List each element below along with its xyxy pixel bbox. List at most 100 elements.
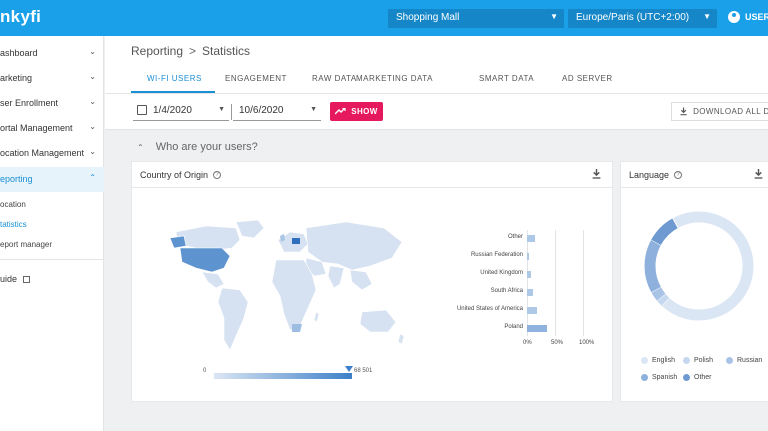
guide-label: uide — [0, 274, 18, 284]
sidebar-item-label: eporting — [0, 174, 33, 184]
sidebar-item-portal-management[interactable]: ortal Management ⌄ — [0, 116, 104, 141]
sidebar-item-label: ashboard — [0, 48, 38, 58]
card-divider — [132, 187, 612, 188]
sidebar-item-label: arketing — [0, 73, 33, 83]
sidebar-item-label: ocation Management — [0, 148, 85, 158]
legend-item-english[interactable]: English — [641, 357, 675, 364]
timezone-select[interactable]: Europe/Paris (UTC+2:00) ▼ — [568, 9, 717, 28]
language-card-title: Language — [629, 170, 670, 180]
card-title: Country of Origin ? — [140, 170, 222, 180]
donut-slice-polish[interactable] — [657, 293, 670, 306]
sidebar-subitem-statistics[interactable]: tatistics — [0, 220, 27, 229]
bar[interactable] — [527, 325, 547, 332]
bar[interactable] — [527, 289, 534, 296]
bar[interactable] — [527, 235, 536, 242]
map-region-australia — [359, 309, 397, 333]
map-region-south-africa — [292, 324, 302, 332]
date-to-picker[interactable]: 10/6/2020 ▼ — [233, 102, 321, 121]
sidebar-item-user-enrollment[interactable]: ser Enrollment ⌄ — [0, 91, 104, 116]
sidebar-item-label: ser Enrollment — [0, 98, 59, 108]
legend-swatch — [641, 357, 648, 364]
map-region-madagascar — [313, 311, 320, 323]
sidebar-subitem-report-manager[interactable]: eport manager — [0, 240, 53, 249]
sidebar-item-guide[interactable]: uide — [0, 274, 31, 284]
legend-label: Spanish — [652, 374, 678, 381]
bar-label: United States of America — [456, 306, 523, 312]
country-of-origin-card: Country of Origin ? 0 68 501 Other Russ — [131, 161, 613, 402]
legend-item-polish[interactable]: Polish — [683, 357, 713, 364]
chevron-down-icon: ⌄ — [89, 97, 96, 106]
card-title: Language ? — [629, 170, 683, 180]
bar-label: Poland — [504, 324, 523, 330]
donut-slice-spanish[interactable] — [644, 239, 661, 293]
donut-slice-other[interactable] — [651, 218, 679, 246]
calendar-icon — [137, 105, 147, 115]
language-card: Language ? English Polish Russian Spanish Ot… — [620, 161, 768, 402]
map-region-greenland — [235, 219, 265, 239]
tab-marketing-data[interactable]: MARKETING DATA — [356, 74, 433, 83]
map-legend-gradient — [214, 373, 352, 379]
section-header[interactable]: ⌃ Who are your users? — [137, 141, 258, 153]
download-icon[interactable] — [592, 169, 601, 179]
breadcrumb-root[interactable]: Reporting — [131, 44, 184, 58]
legend-swatch — [683, 357, 690, 364]
donut-slice-russian[interactable] — [651, 286, 666, 301]
sidebar-divider — [0, 259, 104, 260]
chevron-down-icon: ⌄ — [89, 72, 96, 81]
world-map[interactable] — [166, 218, 406, 358]
map-region-central-america — [201, 271, 225, 289]
user-menu[interactable]: USERN — [728, 11, 768, 23]
map-legend-min: 0 — [203, 368, 207, 374]
legend-item-russian[interactable]: Russian — [726, 357, 762, 364]
breadcrumb-separator: > — [189, 44, 197, 58]
bar-label: South Africa — [490, 288, 523, 294]
map-region-india — [327, 265, 345, 289]
date-from-picker[interactable]: 1/4/2020 ▼ — [133, 102, 229, 121]
donut-slice-separator — [651, 286, 662, 293]
map-region-asia — [305, 221, 403, 271]
help-icon[interactable]: ? — [213, 171, 222, 179]
donut-slice-english[interactable] — [661, 211, 754, 321]
sidebar-item-location-management[interactable]: ocation Management ⌄ — [0, 141, 104, 166]
download-all-button[interactable]: DOWNLOAD ALL DAT — [671, 102, 768, 121]
donut-slice-separator — [672, 218, 679, 229]
bar-gridline — [527, 230, 528, 336]
caret-down-icon: ▼ — [550, 12, 558, 21]
sidebar-subitem-location[interactable]: ocation — [0, 200, 26, 209]
legend-swatch — [726, 357, 733, 364]
map-legend-marker — [345, 366, 353, 372]
bar-tick-label: 100% — [579, 340, 595, 346]
chevron-down-icon: ⌄ — [89, 147, 96, 156]
legend-item-spanish[interactable]: Spanish — [641, 374, 677, 381]
map-region-africa — [271, 259, 317, 331]
legend-label: Other — [694, 374, 712, 381]
show-button-label: SHOW — [351, 107, 378, 116]
map-region-poland — [292, 238, 300, 244]
sidebar-item-reporting[interactable]: eporting ⌃ — [0, 167, 104, 192]
tab-raw-data[interactable]: RAW DATA — [312, 74, 357, 83]
show-button[interactable]: SHOW — [330, 102, 383, 121]
caret-down-icon: ▼ — [310, 106, 317, 113]
download-icon[interactable] — [754, 169, 763, 179]
card-divider — [621, 187, 768, 188]
section-title: Who are your users? — [155, 141, 258, 153]
breadcrumb-current: Statistics — [202, 44, 251, 58]
language-donut-chart[interactable] — [643, 210, 755, 322]
download-icon — [680, 107, 687, 116]
sidebar-item-marketing[interactable]: arketing ⌄ — [0, 66, 104, 91]
tab-ad-server[interactable]: AD SERVER — [562, 74, 613, 83]
legend-item-other[interactable]: Other — [683, 374, 712, 381]
venue-select[interactable]: Shopping Mall ▼ — [388, 9, 564, 28]
bar[interactable] — [527, 307, 538, 314]
help-icon[interactable]: ? — [674, 171, 683, 179]
tab-smart-data[interactable]: SMART DATA — [479, 74, 535, 83]
tab-engagement[interactable]: ENGAGEMENT — [225, 74, 287, 83]
sidebar-item-dashboard[interactable]: ashboard ⌄ — [0, 41, 104, 66]
caret-down-icon: ▼ — [218, 106, 225, 113]
app-logo: nkyfi — [0, 7, 42, 26]
tab-wifi-users[interactable]: WI-FI USERS — [147, 74, 202, 83]
bar[interactable] — [527, 253, 529, 260]
map-region-new-zealand — [397, 333, 405, 345]
bar[interactable] — [527, 271, 532, 278]
bar-label: Russian Federation — [470, 252, 523, 258]
